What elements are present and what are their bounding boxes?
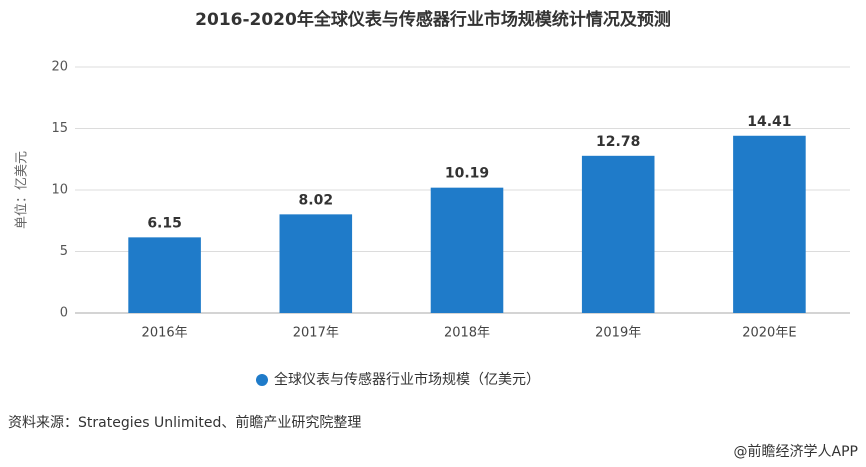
y-tick-label: 0 — [60, 306, 68, 321]
data-label: 8.02 — [299, 192, 334, 208]
bar — [279, 214, 353, 313]
y-tick-label: 5 — [60, 244, 68, 259]
credit: @前瞻经济学人APP — [734, 443, 858, 460]
data-label: 10.19 — [445, 166, 489, 182]
y-tick-label: 15 — [51, 121, 68, 136]
bar — [430, 187, 504, 313]
legend-marker — [256, 374, 268, 386]
legend-label: 全球仪表与传感器行业市场规模（亿美元） — [274, 371, 540, 388]
data-label: 14.41 — [747, 114, 791, 130]
bar — [733, 135, 806, 313]
y-tick-label: 20 — [51, 60, 68, 75]
bar — [581, 155, 655, 313]
x-tick-label: 2017年 — [293, 326, 339, 341]
source-note: 资料来源：Strategies Unlimited、前瞻产业研究院整理 — [8, 414, 361, 431]
data-label: 12.78 — [596, 134, 640, 150]
x-tick-label: 2020年E — [742, 326, 796, 341]
chart-title: 2016-2020年全球仪表与传感器行业市场规模统计情况及预测 — [195, 9, 671, 30]
data-label: 6.15 — [147, 215, 182, 231]
x-tick-label: 2016年 — [142, 326, 188, 341]
y-axis-label: 单位：亿美元 — [15, 151, 30, 229]
y-tick-label: 10 — [51, 183, 68, 198]
x-tick-label: 2019年 — [595, 326, 641, 341]
bar — [128, 237, 201, 313]
x-tick-label: 2018年 — [444, 326, 490, 341]
